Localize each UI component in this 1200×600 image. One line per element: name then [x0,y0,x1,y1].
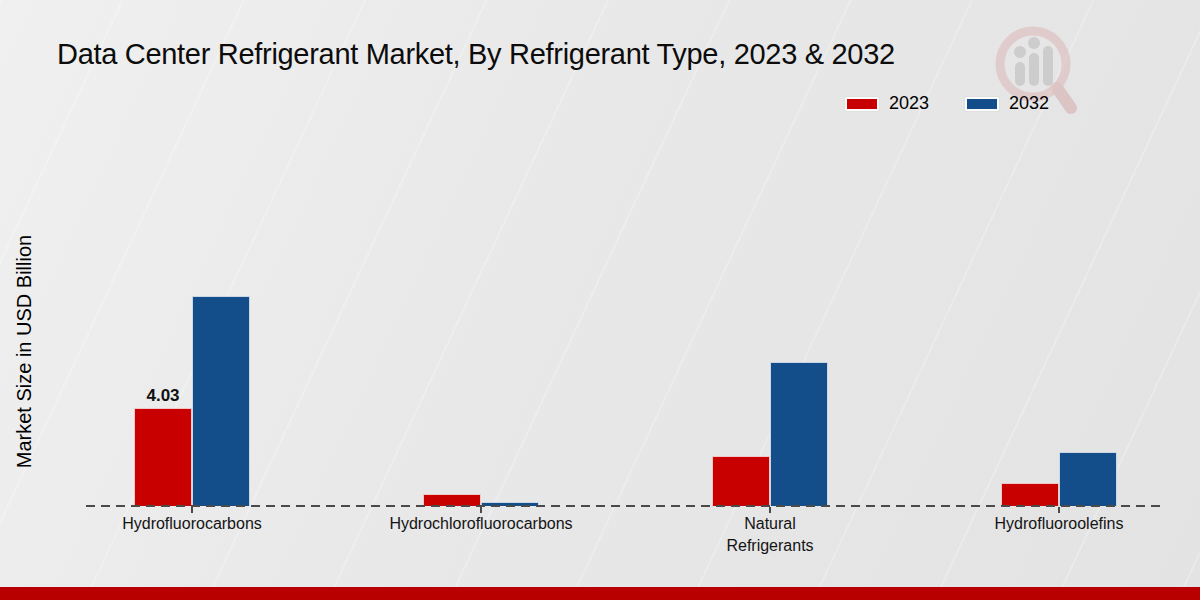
x-tick-label-hydrofluoroolefins: Hydrofluoroolefins [934,513,1184,535]
legend-swatch-2032 [965,97,999,111]
chart-area: Hydrofluorocarbons Hydrochlorofluorocarbo… [0,0,1200,600]
bar-2032-hydrofluorocarbons [192,296,250,506]
chart-canvas: Data Center Refrigerant Market, By Refri… [0,0,1200,600]
bar-2023-hydrofluoroolefins [1001,483,1059,506]
bar-2032-natural-refrigerants [770,362,828,506]
legend: 2023 2032 [845,93,1049,114]
x-axis-line [86,505,1163,507]
legend-swatch-2023 [845,97,879,111]
bar-2023-hydrofluorocarbons [134,408,192,506]
chart-title: Data Center Refrigerant Market, By Refri… [57,38,895,71]
legend-label-2032: 2032 [1009,93,1049,114]
bar-value-label: 4.03 [134,386,192,406]
legend-label-2023: 2023 [889,93,929,114]
footer-red-strip [0,587,1200,600]
legend-item-2023: 2023 [845,93,929,114]
bar-2032-hydrofluoroolefins [1059,452,1117,506]
x-tick-label-natural-refrigerants: Natural Refrigerants [645,513,895,556]
x-tick-label-hydrofluorocarbons: Hydrofluorocarbons [67,513,317,535]
legend-item-2032: 2032 [965,93,1049,114]
y-axis-label: Market Size in USD Billion [13,192,36,512]
x-tick-label-hydrochlorofluorocarbons: Hydrochlorofluorocarbons [356,513,606,535]
bar-2023-natural-refrigerants [712,456,770,506]
